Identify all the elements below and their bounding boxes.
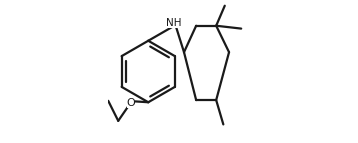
Text: NH: NH bbox=[166, 18, 182, 28]
Text: O: O bbox=[127, 98, 135, 108]
